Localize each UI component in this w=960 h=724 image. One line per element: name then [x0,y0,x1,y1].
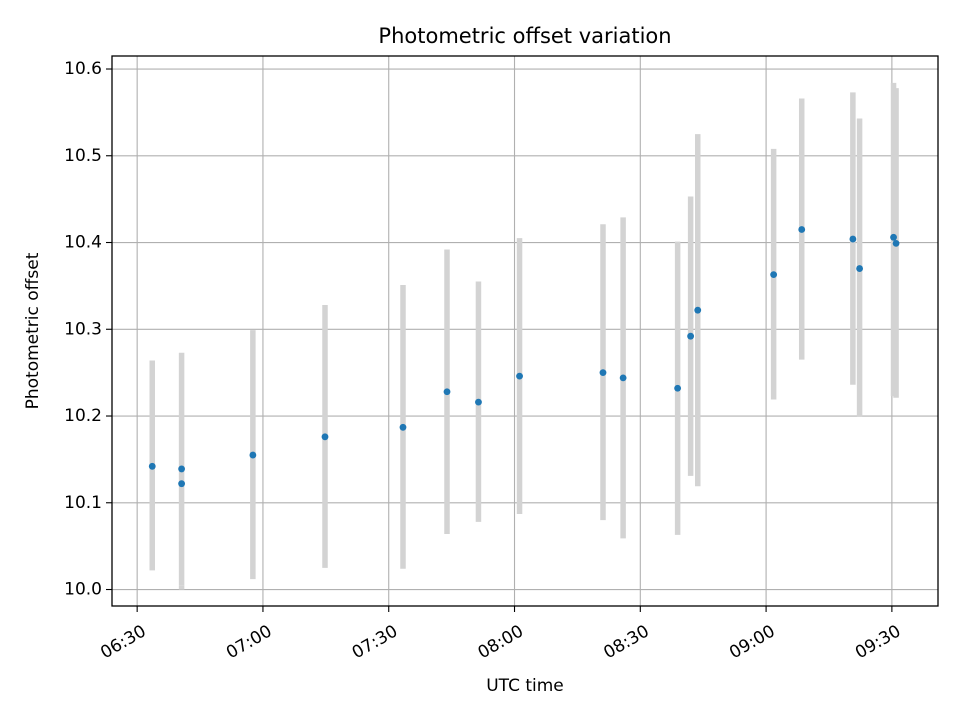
data-point [892,239,900,247]
data-points [148,226,900,488]
data-point [890,233,897,241]
data-point [687,332,695,340]
data-point [798,226,806,233]
data-point [849,235,857,243]
y-axis-label: Photometric offset [23,252,43,409]
data-point [619,374,627,382]
data-point [770,271,778,279]
data-point [443,388,451,396]
y-tick-label: 10.4 [64,233,102,253]
y-tick-label: 10.5 [64,146,102,166]
data-point [856,265,863,272]
data-point [249,451,257,459]
x-axis-label: UTC time [486,676,564,696]
data-point [516,372,523,380]
data-point [599,369,607,377]
y-tick-label: 10.3 [64,319,102,339]
data-point [475,398,482,406]
y-tick-label: 10.2 [64,406,102,426]
y-tick-label: 10.0 [64,580,102,600]
data-point [399,423,407,431]
data-point [178,480,186,488]
data-point [148,462,156,470]
y-tick-label: 10.1 [64,493,102,513]
data-point [178,465,186,473]
y-axis: 10.0 10.1 10.2 10.3 10.4 10.5 10.6 [64,59,112,600]
plot-frame [111,55,939,607]
data-point [674,384,682,392]
y-tick-label: 10.6 [64,59,102,79]
data-point [321,433,329,441]
chart-title: Photometric offset variation [378,24,671,48]
data-point [694,306,702,314]
